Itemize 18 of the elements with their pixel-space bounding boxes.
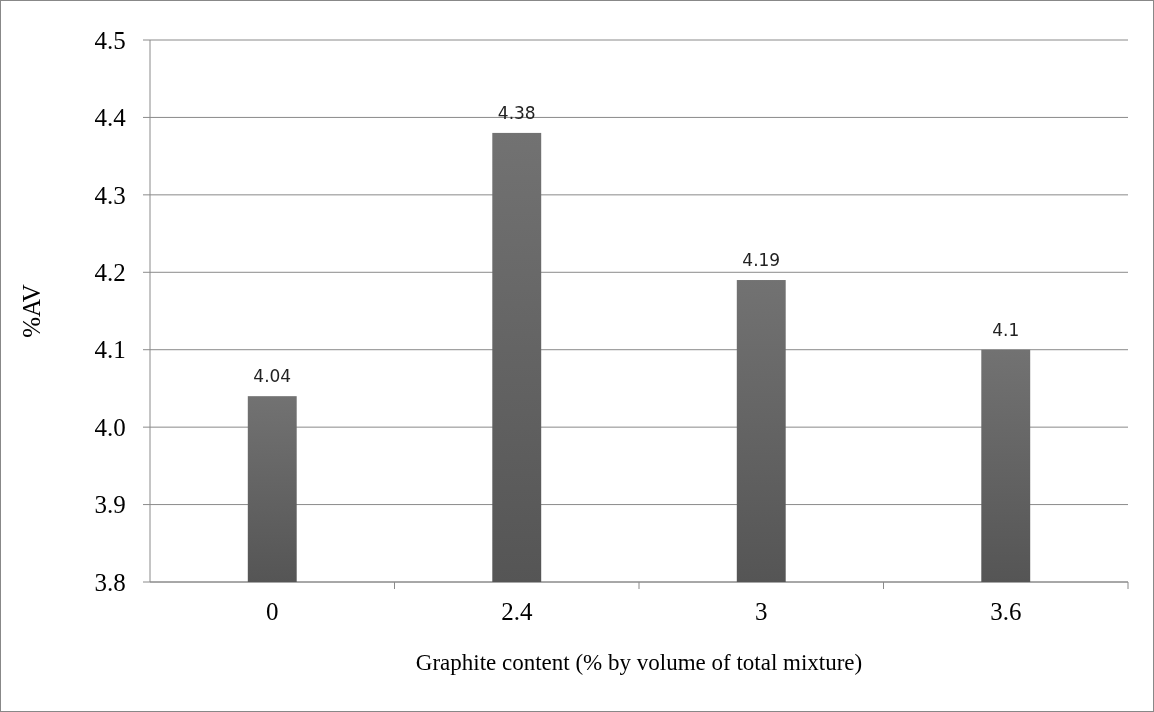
y-tick-label: 4.2 — [94, 259, 126, 287]
data-label: 4.1 — [992, 319, 1020, 340]
y-axis-title: %AV — [18, 284, 45, 338]
data-label: 4.19 — [742, 250, 781, 271]
data-label: 4.04 — [253, 366, 292, 387]
y-tick-label: 4.3 — [94, 181, 126, 209]
y-tick-label: 4.4 — [94, 104, 127, 132]
x-tick-label: 0 — [266, 598, 279, 625]
y-tick-label: 4.1 — [94, 336, 126, 364]
y-tick-label: 3.9 — [94, 491, 126, 519]
y-tick-label: 4.0 — [94, 413, 126, 441]
y-tick-label: 4.5 — [94, 26, 126, 54]
y-tick-label: 3.8 — [94, 568, 126, 596]
x-tick-label: 3.6 — [990, 598, 1022, 625]
data-label: 4.38 — [497, 102, 536, 123]
x-axis-title: Graphite content (% by volume of total mixture) — [415, 650, 863, 675]
x-tick-label: 2.4 — [501, 598, 533, 625]
x-tick-label: 3 — [755, 598, 768, 625]
